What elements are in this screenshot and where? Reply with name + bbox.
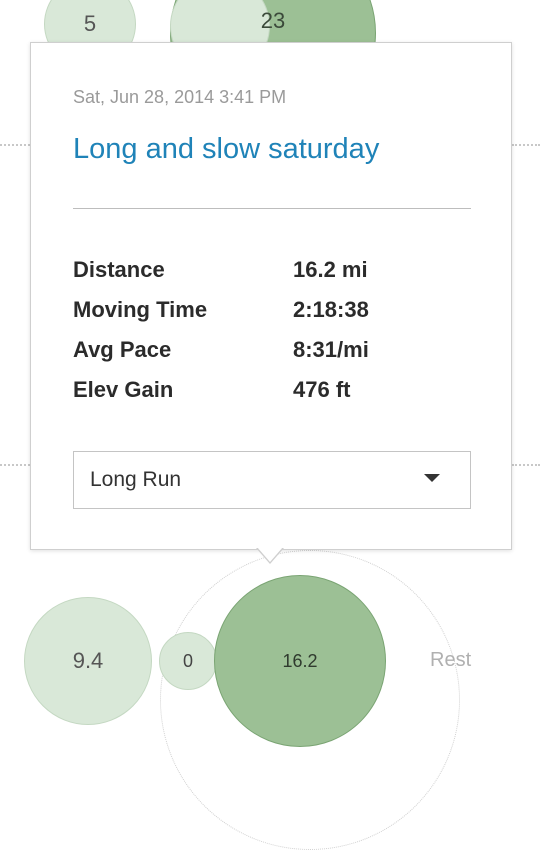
stat-value: 2:18:38 [293, 297, 369, 322]
popover-arrow-inner [257, 547, 283, 562]
day-bubble-0[interactable]: 0 [159, 632, 217, 690]
run-type-select[interactable]: Long Run [73, 451, 471, 509]
guide-line-left-upper [0, 144, 30, 146]
stat-label: Avg Pace [73, 337, 172, 362]
stat-label: Elev Gain [73, 377, 174, 402]
day-bubble-label: 9.4 [72, 648, 104, 673]
stat-row-distance: Distance 16.2 mi [73, 257, 473, 297]
stat-label: Moving Time [73, 297, 208, 322]
stat-value: 16.2 mi [293, 257, 368, 282]
caret-down-icon [424, 474, 440, 482]
divider [73, 208, 471, 209]
stat-row-avg-pace: Avg Pace 8:31/mi [73, 337, 473, 377]
activity-title-link[interactable]: Long and slow saturday [73, 133, 380, 165]
day-bubble-label: 5 [83, 11, 97, 36]
run-type-selected-value: Long Run [90, 468, 182, 491]
day-bubble-9-4[interactable]: 9.4 [24, 597, 152, 725]
rest-day-label: Rest [430, 649, 472, 671]
activity-timestamp: Sat, Jun 28, 2014 3:41 PM [73, 87, 287, 107]
stat-row-elev-gain: Elev Gain 476 ft [73, 377, 473, 417]
day-bubble-label: 23 [260, 8, 286, 33]
activity-stats: Distance 16.2 mi Moving Time 2:18:38 Avg… [73, 257, 473, 417]
activity-popover: Sat, Jun 28, 2014 3:41 PM Long and slow … [30, 42, 512, 550]
stat-label: Distance [73, 257, 165, 282]
stat-value: 476 ft [293, 377, 351, 402]
guide-line-left-lower [0, 464, 30, 466]
day-bubble-label: 0 [182, 650, 193, 671]
day-bubble-16-2[interactable]: 16.2 [214, 575, 386, 747]
day-bubble-label: 16.2 [282, 650, 318, 671]
stat-value: 8:31/mi [293, 337, 369, 362]
stat-row-moving-time: Moving Time 2:18:38 [73, 297, 473, 337]
guide-line-right-lower [512, 464, 540, 466]
guide-line-right-upper [512, 144, 540, 146]
